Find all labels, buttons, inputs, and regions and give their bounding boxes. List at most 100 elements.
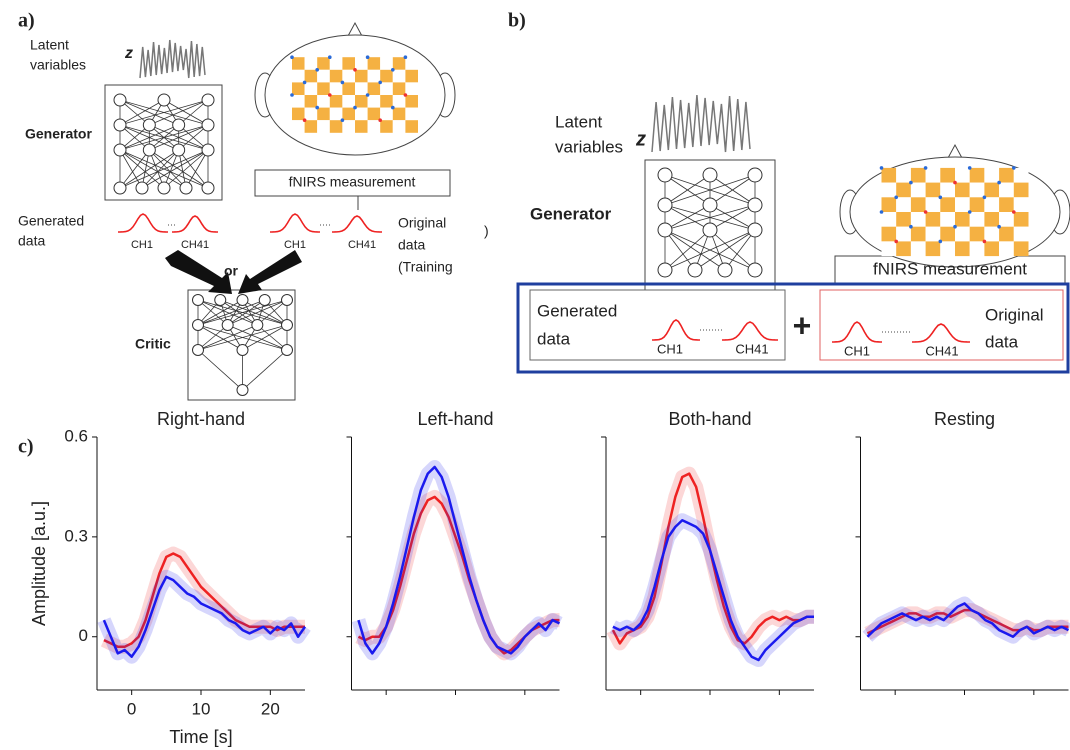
probe <box>894 195 898 200</box>
edge <box>242 349 288 391</box>
node <box>687 262 703 278</box>
curve-icon <box>831 321 883 343</box>
node <box>747 222 763 238</box>
probe-cell <box>1013 226 1029 242</box>
probe-cell <box>881 241 897 257</box>
edge <box>664 174 756 206</box>
series-line <box>103 552 305 648</box>
probe-cell <box>392 69 406 83</box>
probe <box>365 93 370 97</box>
channel-label: CH41 <box>181 239 209 251</box>
probe-cell <box>304 57 318 70</box>
probe-cell <box>292 120 305 133</box>
node <box>113 181 127 195</box>
generated-box <box>529 289 786 361</box>
probe <box>967 210 972 214</box>
probe-cell <box>955 226 970 242</box>
probe-cell <box>1013 241 1029 257</box>
original-label: (Training <box>398 259 453 275</box>
edge <box>227 299 288 326</box>
probe-cell <box>925 241 941 257</box>
probe-cell <box>367 82 381 95</box>
probe-cell <box>304 95 318 108</box>
probe <box>403 93 408 97</box>
edge <box>141 149 179 189</box>
probe-cell <box>342 107 355 121</box>
channel-label: CH41 <box>735 341 768 356</box>
curve-icon <box>721 321 779 341</box>
edge <box>709 229 756 271</box>
y-tick-label: 0.6 <box>64 426 88 445</box>
series-line <box>612 518 814 662</box>
y-tick-label: 0.3 <box>64 526 88 545</box>
probe-cell <box>392 57 406 70</box>
curve-icon <box>651 319 701 341</box>
latent-label: Latent <box>30 37 69 53</box>
node <box>192 319 204 331</box>
probe <box>391 68 395 72</box>
node <box>201 118 215 132</box>
probe-cell <box>940 182 955 198</box>
probe <box>1012 210 1016 214</box>
probe-cell <box>367 107 381 121</box>
node <box>258 294 271 306</box>
edge <box>119 124 209 151</box>
edge <box>197 299 228 326</box>
probe <box>340 118 345 122</box>
probe-cell <box>355 69 368 83</box>
probe-cell <box>910 241 926 257</box>
probe-cell <box>999 241 1014 257</box>
node <box>657 167 673 183</box>
probe-cell <box>999 182 1014 198</box>
edge <box>242 299 288 326</box>
node <box>236 294 249 306</box>
node <box>236 384 249 396</box>
edge <box>257 299 288 326</box>
channel-label: CH1 <box>657 341 683 356</box>
latent-label: variables <box>30 57 86 73</box>
probe-cell <box>304 107 318 121</box>
node <box>281 319 293 331</box>
node <box>142 143 156 157</box>
probe-cell <box>984 226 1000 242</box>
probe-cell <box>329 57 343 70</box>
probe <box>315 105 320 110</box>
node <box>201 93 215 107</box>
probe-cell <box>896 182 911 198</box>
node <box>702 167 718 183</box>
series-line <box>866 608 1069 635</box>
probe-cell <box>342 57 355 70</box>
edge <box>141 149 209 189</box>
channel-label: CH1 <box>844 343 870 358</box>
series-line <box>102 575 307 658</box>
node <box>657 222 673 238</box>
edge <box>227 299 265 326</box>
generated-label: data <box>18 233 45 249</box>
node <box>221 319 234 331</box>
edge <box>197 299 243 326</box>
probe <box>302 80 307 85</box>
generated-label: data <box>537 329 571 348</box>
probe-cell <box>969 182 985 198</box>
probe-cell <box>317 120 330 133</box>
probe-cell <box>999 226 1014 242</box>
edge <box>664 174 711 206</box>
probe-cell <box>999 197 1014 212</box>
y-tick-label: 0 <box>79 626 88 645</box>
node <box>717 262 733 278</box>
probe-cell <box>881 212 897 227</box>
probe-cell <box>984 241 1000 257</box>
probe-cell <box>355 120 368 133</box>
probe <box>997 224 1001 229</box>
edge <box>197 299 265 326</box>
probe <box>290 55 294 59</box>
original-label: Original <box>985 305 1044 324</box>
edge <box>119 149 179 189</box>
node <box>281 344 293 356</box>
edge <box>119 149 165 189</box>
probe-cell <box>317 69 330 83</box>
edge <box>197 324 288 351</box>
probe-cell <box>955 167 970 183</box>
probe-cell <box>881 182 897 198</box>
